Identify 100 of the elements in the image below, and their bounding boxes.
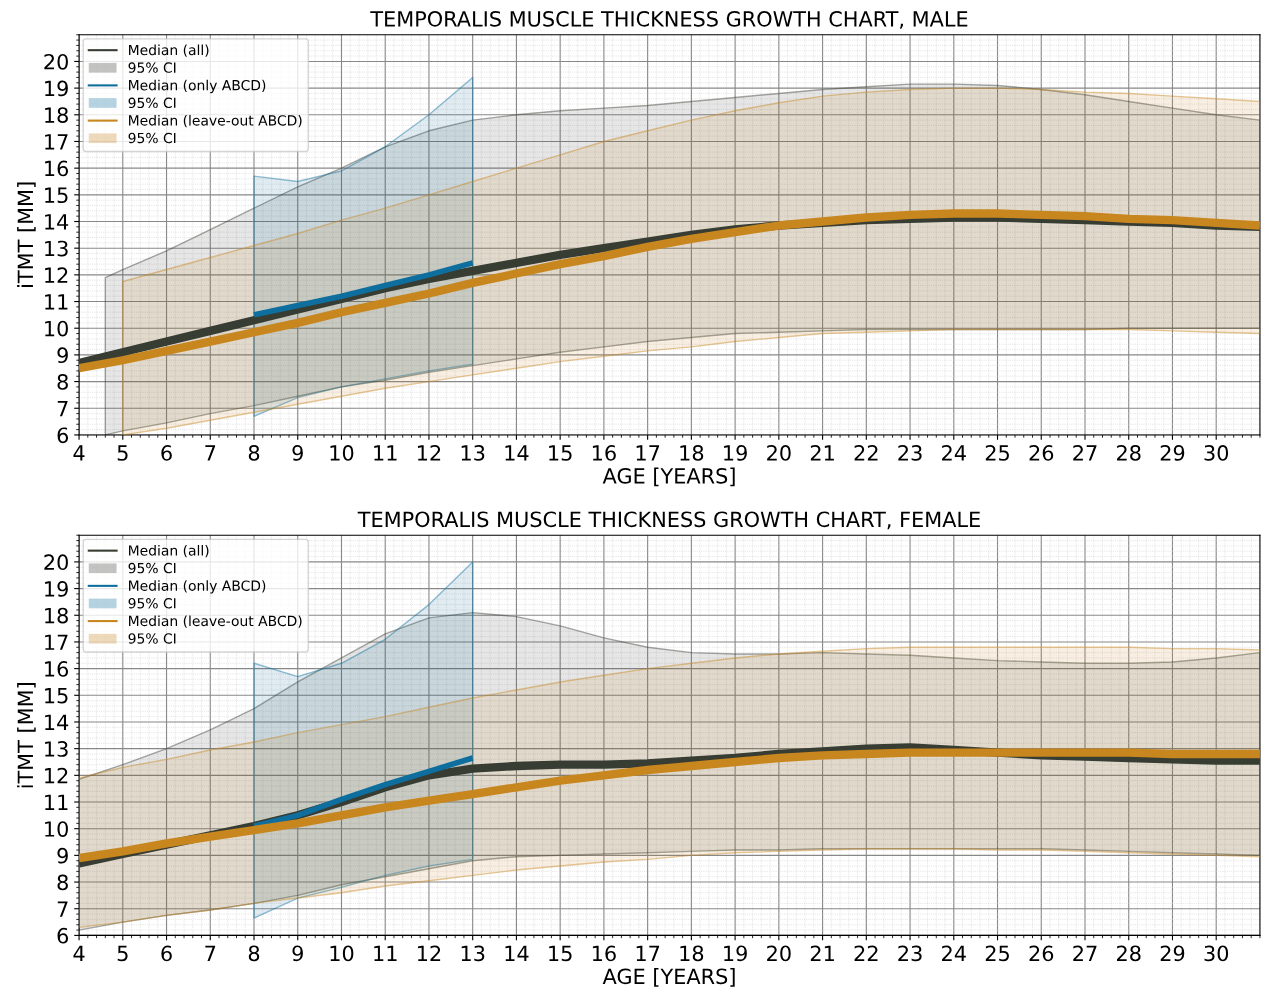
x-tick-label: 14 (505, 945, 529, 961)
x-tick-label: 9 (292, 945, 303, 962)
x-tick-label: 22 (854, 945, 878, 961)
x-tick-label: 16 (592, 945, 616, 962)
y-tick-label: 19 (45, 581, 68, 597)
legend-label: Median (all) (129, 44, 209, 57)
y-tick-label: 16 (45, 661, 69, 677)
chart-title: TEMPORALIS MUSCLE THICKNESS GROWTH CHART, FEMALE (357, 511, 980, 530)
x-tick-label: 29 (1160, 945, 1185, 962)
legend-label: Median (leave-out ABCD) (129, 615, 302, 628)
x-tick-label: 10 (330, 445, 354, 461)
legend-label: Median (leave-out ABCD) (129, 114, 302, 128)
x-tick-label: 4 (73, 445, 85, 461)
y-tick-label: 14 (45, 214, 69, 230)
y-tick-label: 13 (45, 240, 68, 257)
x-tick-label: 30 (1204, 445, 1229, 461)
x-tick-label: 12 (417, 445, 441, 461)
y-tick-label: 12 (45, 267, 68, 283)
x-tick-label: 16 (592, 445, 616, 461)
x-tick-label: 13 (461, 445, 485, 461)
x-tick-label: 8 (248, 945, 260, 962)
y-tick-label: 11 (45, 294, 68, 310)
x-tick-label: 7 (205, 445, 216, 461)
y-tick-label: 13 (45, 741, 68, 757)
y-tick-label: 6 (57, 427, 69, 444)
x-tick-label: 15 (549, 445, 572, 461)
x-tick-label: 27 (1073, 445, 1097, 461)
y-tick-label: 6 (57, 927, 69, 944)
x-tick-label: 22 (854, 445, 878, 461)
x-tick-label: 8 (248, 445, 260, 461)
y-axis-title: iTMT [MM] (17, 182, 36, 287)
x-tick-label: 29 (1160, 445, 1185, 461)
x-tick-label: 26 (1029, 945, 1054, 962)
x-tick-label: 27 (1073, 945, 1097, 961)
x-tick-label: 5 (117, 945, 128, 962)
x-tick-label: 25 (985, 945, 1009, 962)
x-tick-label: 18 (680, 445, 704, 461)
annotation: 95% CI (128, 598, 176, 609)
x-tick-label: 4 (73, 945, 85, 961)
x-tick-label: 13 (461, 945, 485, 962)
x-tick-label: 25 (985, 445, 1009, 461)
x-axis-title: AGE [YEARS] (602, 968, 735, 987)
x-tick-label: 28 (1117, 445, 1141, 461)
x-tick-label: 26 (1029, 445, 1054, 461)
y-axis-title: iTMT [MM] (17, 683, 36, 788)
y-tick-label: 15 (45, 187, 68, 204)
x-tick-label: 15 (549, 945, 572, 962)
x-tick-label: 5 (117, 445, 128, 461)
y-tick-label: 20 (44, 53, 68, 70)
y-tick-label: 7 (57, 901, 68, 917)
x-tick-label: 9 (292, 445, 303, 461)
y-tick-label: 17 (45, 634, 68, 650)
y-tick-label: 8 (57, 374, 68, 390)
annotation: 95% CI (128, 62, 176, 73)
y-tick-label: 19 (45, 80, 68, 97)
x-tick-label: 12 (417, 945, 441, 961)
annotation: 95% CI (128, 97, 176, 109)
x-tick-label: 21 (810, 945, 834, 961)
y-tick-label: 18 (45, 107, 68, 123)
y-tick-label: 9 (57, 347, 68, 364)
y-tick-label: 15 (45, 688, 68, 704)
x-tick-label: 24 (942, 445, 966, 461)
x-tick-label: 7 (205, 945, 216, 961)
x-tick-label: 11 (374, 945, 397, 961)
x-tick-label: 21 (810, 445, 834, 461)
y-tick-label: 16 (45, 160, 69, 177)
x-tick-label: 23 (898, 445, 922, 461)
x-tick-label: 30 (1204, 945, 1229, 962)
y-tick-label: 7 (57, 400, 68, 417)
annotation: 95% CI (128, 633, 176, 644)
y-tick-label: 10 (45, 320, 68, 337)
chart-title: TEMPORALIS MUSCLE THICKNESS GROWTH CHART, MALE (370, 10, 968, 29)
x-tick-label: 23 (898, 945, 922, 962)
x-tick-label: 17 (636, 445, 660, 461)
y-tick-label: 10 (45, 821, 68, 837)
x-tick-label: 6 (161, 945, 172, 962)
annotation: 95% CI (128, 132, 176, 144)
legend-label: Median (only ABCD) (129, 580, 266, 594)
y-tick-label: 11 (45, 794, 68, 810)
y-tick-label: 20 (44, 554, 68, 571)
legend-label: Median (only ABCD) (129, 79, 266, 94)
x-tick-label: 17 (636, 945, 660, 961)
y-tick-label: 17 (45, 134, 68, 150)
y-tick-label: 18 (45, 607, 68, 624)
x-tick-label: 18 (680, 945, 704, 962)
x-tick-label: 19 (724, 945, 747, 962)
x-tick-label: 6 (161, 445, 172, 461)
x-tick-label: 20 (767, 945, 791, 962)
x-tick-label: 28 (1117, 945, 1141, 962)
x-tick-label: 10 (330, 945, 354, 962)
x-tick-label: 24 (942, 945, 966, 961)
legend-label: Median (all) (129, 544, 209, 558)
x-tick-label: 20 (767, 445, 791, 461)
y-tick-label: 8 (57, 874, 68, 891)
annotation: 95% CI (128, 562, 176, 574)
x-tick-label: 11 (374, 445, 397, 461)
y-tick-label: 12 (45, 767, 68, 784)
x-axis-title: AGE [YEARS] (602, 467, 735, 487)
x-tick-label: 19 (724, 445, 747, 461)
x-tick-label: 14 (505, 445, 529, 461)
